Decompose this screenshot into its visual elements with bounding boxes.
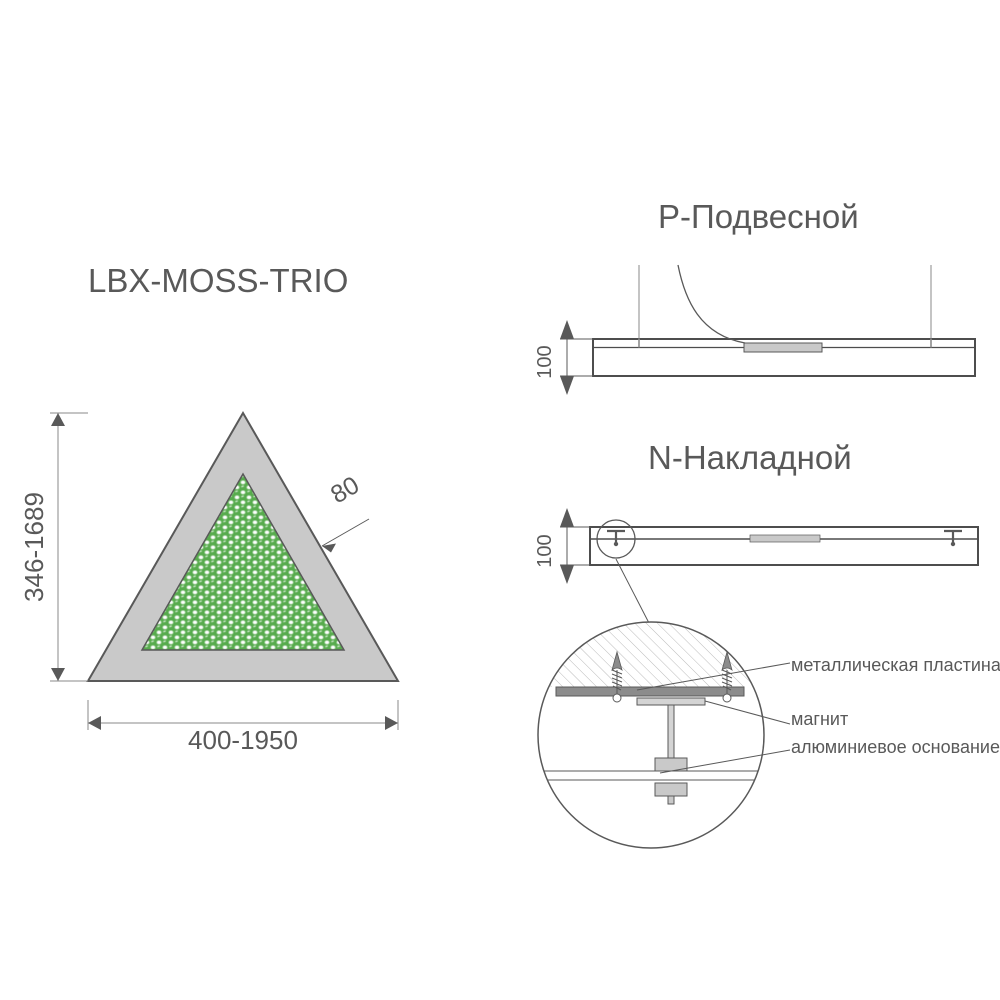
svg-text:346-1689: 346-1689 [19, 492, 49, 602]
svg-text:металлическая пластина: металлическая пластина [791, 655, 1000, 675]
svg-text:80: 80 [326, 471, 364, 509]
svg-text:магнит: магнит [791, 709, 848, 729]
svg-text:Р-Подвесной: Р-Подвесной [658, 198, 859, 235]
svg-text:алюминиевое основание: алюминиевое основание [791, 737, 1000, 757]
svg-text:100: 100 [534, 534, 556, 567]
svg-text:LBX-MOSS-TRIO: LBX-MOSS-TRIO [88, 262, 348, 299]
svg-text:400-1950: 400-1950 [188, 725, 298, 755]
svg-text:100: 100 [534, 345, 556, 378]
svg-text:N-Накладной: N-Накладной [648, 439, 852, 476]
